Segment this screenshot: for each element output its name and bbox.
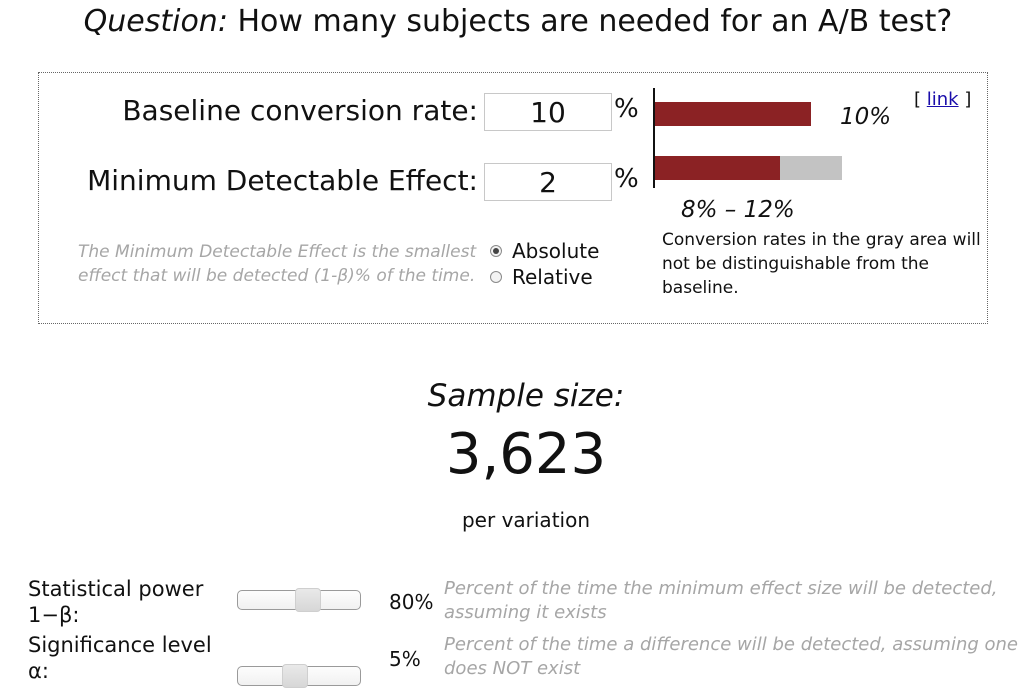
bar-axis-line (653, 88, 655, 188)
power-slider[interactable] (237, 588, 361, 612)
radio-unchecked-icon[interactable] (490, 271, 502, 283)
question-text: How many subjects are needed for an A/B … (227, 4, 953, 39)
mde-description: The Minimum Detectable Effect is the sma… (78, 242, 477, 286)
mde-mode-group: Absolute Relative (490, 238, 599, 290)
significance-slider[interactable] (237, 664, 361, 688)
power-value: 80% (389, 590, 434, 614)
significance-label-line2: α: (28, 659, 49, 683)
permalink-link[interactable]: link (926, 89, 959, 110)
sample-size-value: 3,623 (445, 422, 607, 487)
power-label: Statistical power 1−β: (28, 576, 228, 628)
mde-mode-relative-label: Relative (512, 265, 593, 289)
mde-pct-symbol: % (614, 164, 639, 194)
power-label-line2: 1−β: (28, 603, 80, 627)
power-slider-thumb[interactable] (295, 588, 321, 612)
power-label-line1: Statistical power (28, 577, 204, 601)
link-bracket-open: [ (914, 89, 927, 110)
per-variation-label: per variation (461, 508, 591, 532)
baseline-bar (655, 102, 811, 126)
mde-mode-relative[interactable]: Relative (490, 264, 599, 290)
mde-mode-absolute[interactable]: Absolute (490, 238, 599, 264)
sample-size-label: Sample size: (427, 378, 625, 414)
input-panel (38, 72, 988, 324)
question-heading: Question: How many subjects are needed f… (0, 4, 1036, 39)
baseline-rate-label: Baseline conversion rate: (122, 94, 478, 127)
question-prefix: Question: (83, 4, 228, 39)
significance-description: Percent of the time a difference will be… (444, 634, 1019, 679)
power-description: Percent of the time the minimum effect s… (444, 578, 998, 623)
link-wrapper: [ link ] (914, 89, 971, 110)
gray-area-note: Conversion rates in the gray area will n… (662, 230, 981, 298)
significance-label: Significance level α: (28, 632, 228, 684)
range-label: 8% – 12% (681, 197, 795, 223)
mde-label: Minimum Detectable Effect: (87, 164, 478, 197)
baseline-rate-input[interactable] (484, 93, 612, 131)
significance-label-line1: Significance level (28, 633, 212, 657)
significance-value: 5% (389, 647, 421, 671)
significance-slider-thumb[interactable] (282, 664, 308, 688)
baseline-pct-symbol: % (614, 94, 639, 124)
lower-bound-bar (655, 156, 780, 180)
link-bracket-close: ] (958, 89, 972, 110)
baseline-pct-label: 10% (840, 104, 892, 130)
radio-checked-icon[interactable] (490, 245, 502, 257)
mde-input[interactable] (484, 163, 612, 201)
mde-mode-absolute-label: Absolute (512, 239, 600, 263)
